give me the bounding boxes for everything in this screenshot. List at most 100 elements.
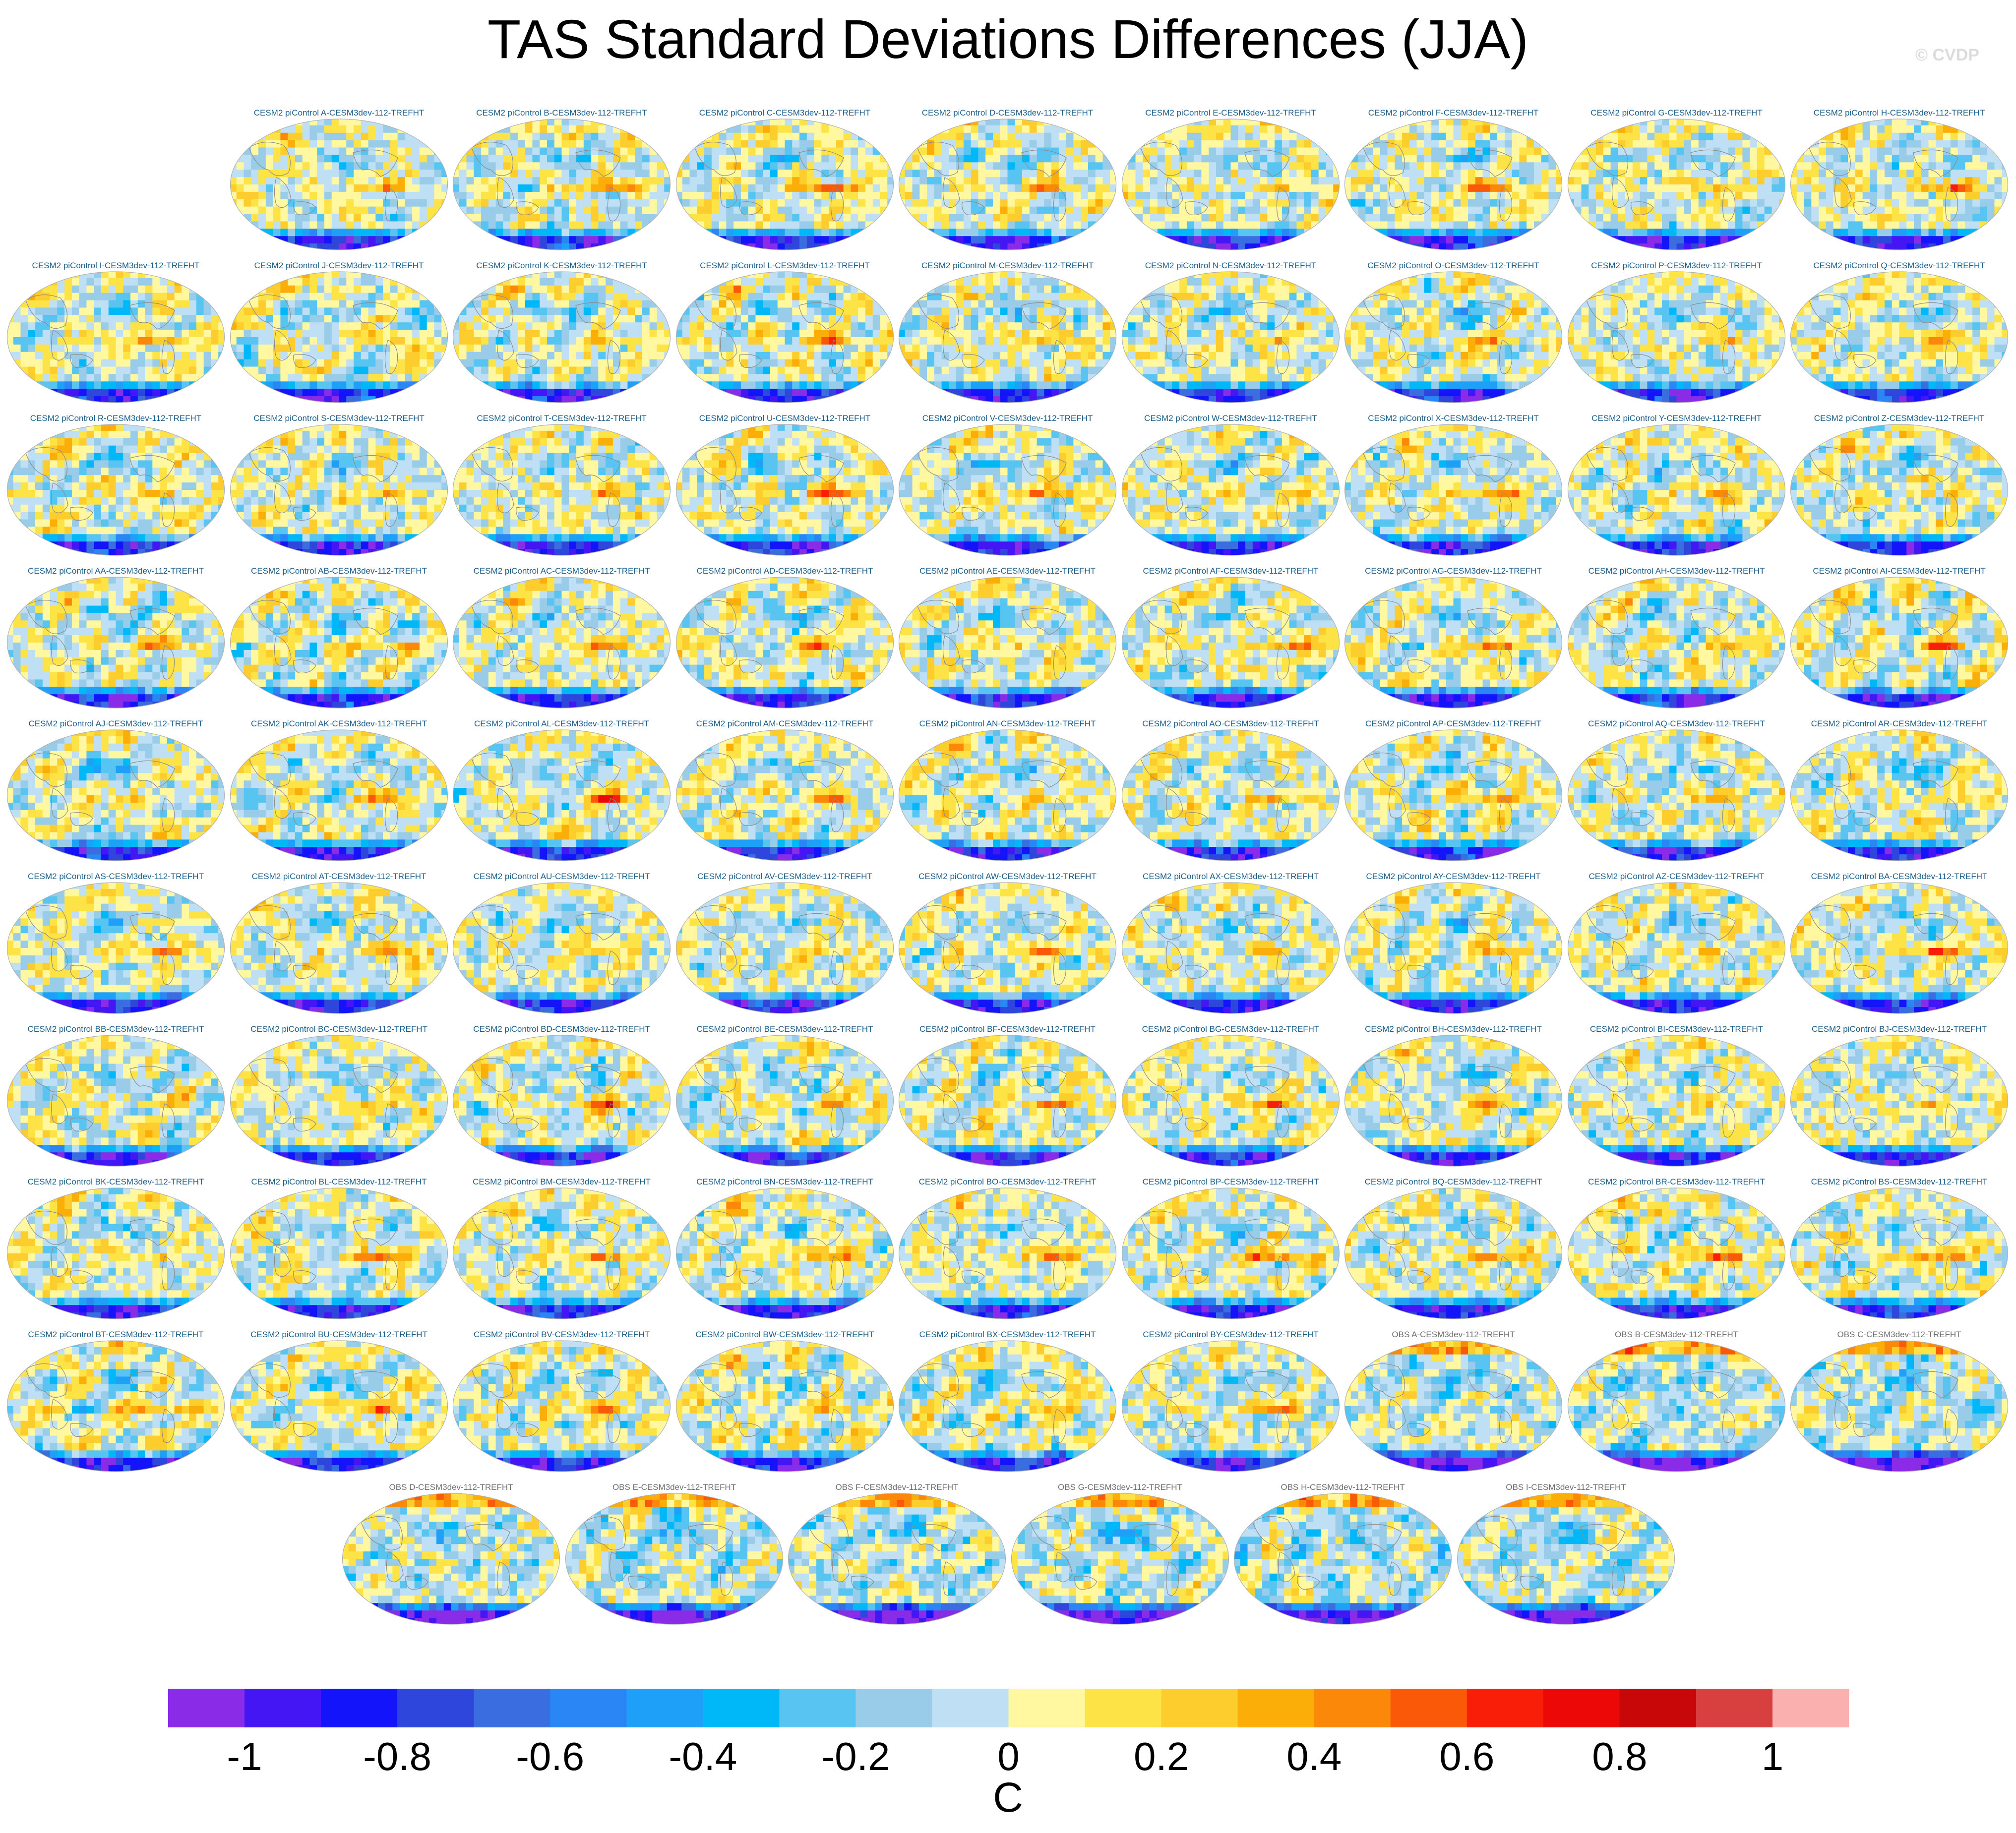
heatmap-cell <box>1548 140 1556 148</box>
heatmap-cell <box>1350 119 1359 126</box>
heatmap-cell <box>1757 236 1765 244</box>
heatmap-cell <box>1128 119 1136 126</box>
heatmap-cell <box>561 229 569 237</box>
heatmap-cell <box>1275 206 1283 215</box>
heatmap-cell <box>1194 236 1202 244</box>
heatmap-cell <box>108 396 117 403</box>
heatmap-cell <box>1416 177 1425 185</box>
heatmap-cell <box>664 125 671 133</box>
heatmap-cell <box>1157 162 1165 170</box>
heatmap-cell <box>152 278 160 286</box>
heatmap-cell <box>1676 214 1684 222</box>
heatmap-cell <box>1416 236 1425 244</box>
heatmap-cell <box>1914 191 1922 200</box>
heatmap-cell <box>1326 243 1334 250</box>
heatmap-cell <box>1855 155 1863 163</box>
heatmap-cell <box>339 272 347 279</box>
heatmap-cell <box>1296 199 1304 207</box>
heatmap-cell <box>1533 236 1542 244</box>
heatmap-cell <box>1654 214 1662 222</box>
heatmap-cell <box>71 352 80 360</box>
heatmap-cell <box>94 344 102 353</box>
heatmap-cell <box>1512 229 1520 237</box>
heatmap-cell <box>1892 199 1900 207</box>
heatmap-cell <box>251 132 259 141</box>
heatmap-cell <box>1548 214 1556 222</box>
heatmap-cell <box>1490 132 1498 141</box>
heatmap-cell <box>704 184 712 192</box>
heatmap-cell <box>1548 191 1556 200</box>
heatmap-cell <box>1720 206 1728 215</box>
heatmap-cell <box>309 199 317 207</box>
heatmap-cell <box>1804 206 1812 215</box>
heatmap-cell <box>1625 206 1633 215</box>
heatmap-cell <box>806 214 815 222</box>
heatmap-cell <box>368 140 376 148</box>
heatmap-cell <box>627 236 635 244</box>
heatmap-cell <box>390 221 398 229</box>
heatmap-cell <box>1720 243 1728 250</box>
heatmap-cell <box>42 300 51 308</box>
heatmap-cell <box>1706 199 1713 207</box>
heatmap-cell <box>1556 236 1562 244</box>
heatmap-cell <box>1720 119 1728 126</box>
heatmap-cell <box>1037 170 1044 177</box>
heatmap-cell <box>71 366 80 375</box>
heatmap-cell <box>1238 162 1246 170</box>
heatmap-cell <box>1603 214 1611 222</box>
heatmap-cell <box>412 229 420 237</box>
heatmap-cell <box>1066 184 1074 192</box>
heatmap-cell <box>1790 229 1797 237</box>
heatmap-cell <box>1936 221 1944 229</box>
heatmap-cell <box>949 119 957 126</box>
heatmap-cell <box>1647 170 1655 177</box>
heatmap-cell <box>612 155 621 163</box>
heatmap-cell <box>785 125 793 133</box>
heatmap-cell <box>1676 170 1684 177</box>
heatmap-cell <box>1110 243 1116 250</box>
heatmap-cell <box>346 221 354 229</box>
heatmap-cell <box>1548 170 1556 177</box>
heatmap-cell <box>244 206 251 215</box>
heatmap-cell <box>1772 140 1779 148</box>
heatmap-cell <box>50 366 58 375</box>
heatmap-cell <box>978 177 986 185</box>
heatmap-cell <box>1742 125 1750 133</box>
heatmap-cell <box>1015 162 1023 170</box>
heatmap-cell <box>676 243 683 250</box>
coastline <box>1276 187 1290 222</box>
heatmap-cell <box>182 344 189 353</box>
heatmap-cell <box>1350 243 1359 250</box>
coastline <box>607 187 621 222</box>
heatmap-cell <box>1029 236 1038 244</box>
heatmap-cell <box>1424 125 1432 133</box>
heatmap-cell <box>1275 162 1283 170</box>
heatmap-cell <box>265 199 274 207</box>
heatmap-cell <box>992 243 1001 250</box>
heatmap-cell <box>1431 191 1439 200</box>
heatmap-cell <box>620 243 628 250</box>
heatmap-cell <box>1344 184 1351 192</box>
heatmap-cell <box>1194 229 1202 237</box>
heatmap-cell <box>1282 140 1290 148</box>
heatmap-cell <box>1000 229 1008 237</box>
heatmap-cell <box>1512 170 1520 177</box>
heatmap-cell <box>1750 243 1758 250</box>
heatmap-cell <box>843 191 851 200</box>
heatmap-cell <box>273 119 281 126</box>
heatmap-cell <box>1282 132 1290 141</box>
heatmap-cell <box>453 119 460 126</box>
heatmap-cell <box>258 140 266 148</box>
heatmap-cell <box>1395 184 1403 192</box>
heatmap-cell <box>1468 191 1476 200</box>
heatmap-cell <box>94 389 102 397</box>
heatmap-cell <box>189 315 197 323</box>
heatmap-cell <box>383 191 391 200</box>
heatmap-cell <box>627 177 635 185</box>
heatmap-cell <box>1921 206 1929 215</box>
heatmap-cell <box>1796 119 1805 126</box>
heatmap-cell <box>42 389 51 397</box>
heatmap-cell <box>770 170 778 177</box>
heatmap-cell <box>799 236 807 244</box>
heatmap-cell <box>1574 191 1582 200</box>
